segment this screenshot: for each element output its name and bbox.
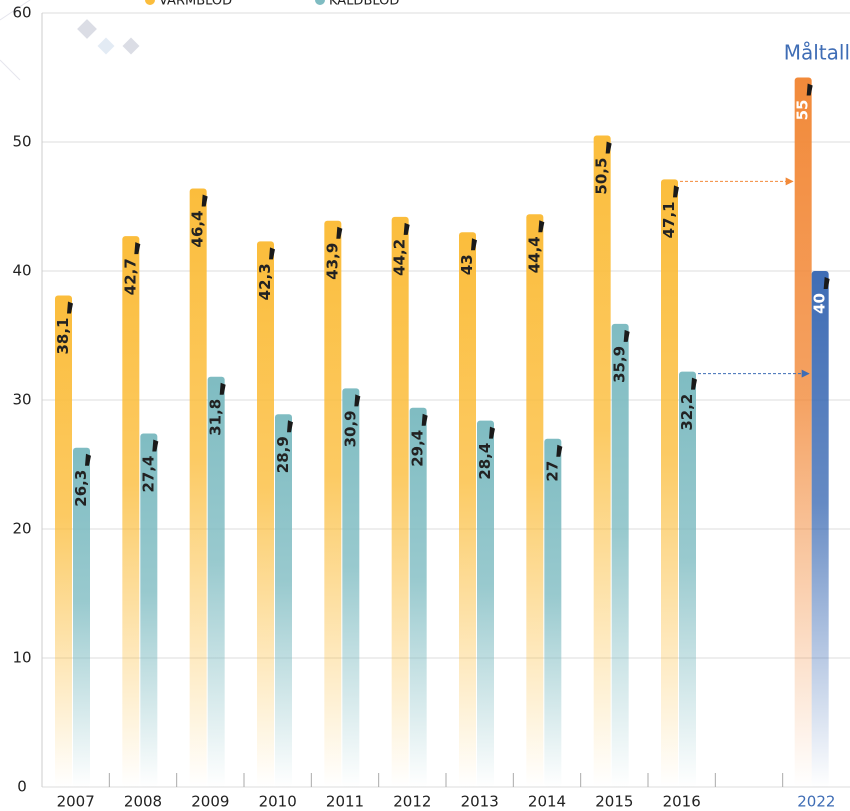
y-tick-label: 0 <box>17 778 27 796</box>
horse-icon <box>201 194 208 207</box>
value-label: 43,9 <box>323 243 341 280</box>
x-tick-label: 2022 <box>797 793 835 811</box>
bar <box>611 323 629 787</box>
horse-icon <box>691 377 697 390</box>
bar <box>679 371 696 787</box>
bar <box>324 220 342 787</box>
bar <box>275 414 292 787</box>
value-label: 28,9 <box>274 436 292 473</box>
value-label: 42,3 <box>256 263 274 300</box>
y-tick-label: 20 <box>12 520 31 538</box>
value-label: 50,5 <box>593 158 611 195</box>
value-label: 43 <box>458 254 476 275</box>
horse-icon <box>152 439 159 452</box>
bar <box>526 214 544 788</box>
x-tick-label: 2007 <box>57 793 95 811</box>
bar <box>342 388 360 787</box>
horse-icon <box>269 247 275 260</box>
bar <box>409 407 427 787</box>
value-label: 32,2 <box>678 394 696 431</box>
bar <box>459 232 476 788</box>
x-tick-label: 2012 <box>393 793 431 811</box>
x-tick-label: 2013 <box>461 793 499 811</box>
bar <box>593 135 611 788</box>
horse-icon <box>421 413 428 426</box>
value-label: 44,4 <box>525 236 543 273</box>
horse-icon <box>673 185 679 198</box>
y-tick-label: 30 <box>12 391 31 409</box>
value-label: 27 <box>543 461 561 482</box>
y-tick-label: 50 <box>12 133 31 151</box>
x-tick-label: 2014 <box>528 793 566 811</box>
bar <box>122 236 140 788</box>
value-label: 55 <box>794 100 812 121</box>
value-label: 38,1 <box>54 318 72 355</box>
horse-icon <box>219 382 226 395</box>
x-tick-label: 2008 <box>124 793 162 811</box>
horse-icon <box>605 141 612 154</box>
bar <box>207 376 225 787</box>
x-tick-label: 2010 <box>259 793 297 811</box>
value-label: 42,7 <box>121 258 139 295</box>
horse-icon <box>623 329 630 342</box>
horse-icon <box>806 83 813 96</box>
value-label: 26,3 <box>72 470 90 507</box>
horse-icon <box>556 444 563 457</box>
value-label: 44,2 <box>391 239 409 276</box>
bar <box>477 420 494 787</box>
bar <box>55 295 72 787</box>
horse-icon <box>85 453 91 466</box>
legend-swatch <box>315 0 325 5</box>
value-label: 30,9 <box>341 410 359 447</box>
horse-icon <box>823 277 830 289</box>
y-tick-label: 10 <box>12 649 31 667</box>
horse-icon <box>354 394 361 407</box>
horse-icon <box>538 220 545 233</box>
annotation: Måltall <box>784 41 850 65</box>
bar <box>794 77 812 787</box>
bar <box>661 179 678 787</box>
x-tick-label: 2009 <box>191 793 229 811</box>
bar <box>544 438 562 787</box>
bar <box>189 188 207 787</box>
horse-icon <box>336 226 343 239</box>
value-label: 27,4 <box>139 456 157 493</box>
legend-swatch <box>145 0 155 5</box>
value-label: 29,4 <box>409 430 427 467</box>
y-tick-label: 40 <box>12 262 31 280</box>
horse-icon <box>67 301 73 314</box>
value-label: 28,4 <box>476 443 494 480</box>
y-tick-label: 60 <box>12 4 31 22</box>
bar <box>391 216 409 787</box>
bar <box>140 433 158 787</box>
x-tick-label: 2011 <box>326 793 364 811</box>
legend-label: KALDBLOD <box>329 0 399 9</box>
value-label: 47,1 <box>660 201 678 238</box>
horse-icon <box>489 426 495 439</box>
x-tick-label: 2015 <box>595 793 633 811</box>
value-label: 46,4 <box>189 210 207 247</box>
horse-icon <box>287 420 293 433</box>
bar <box>257 241 274 787</box>
legend-label: VARMBLOD <box>159 0 232 9</box>
x-tick-label: 2016 <box>663 793 701 811</box>
value-label: 40 <box>811 293 829 314</box>
horse-icon <box>134 242 141 255</box>
bar <box>811 271 829 787</box>
horse-icon <box>403 222 410 235</box>
bar <box>73 447 90 787</box>
value-label: 31,8 <box>207 399 225 436</box>
value-label: 35,9 <box>611 346 629 383</box>
horse-icon <box>471 238 477 251</box>
